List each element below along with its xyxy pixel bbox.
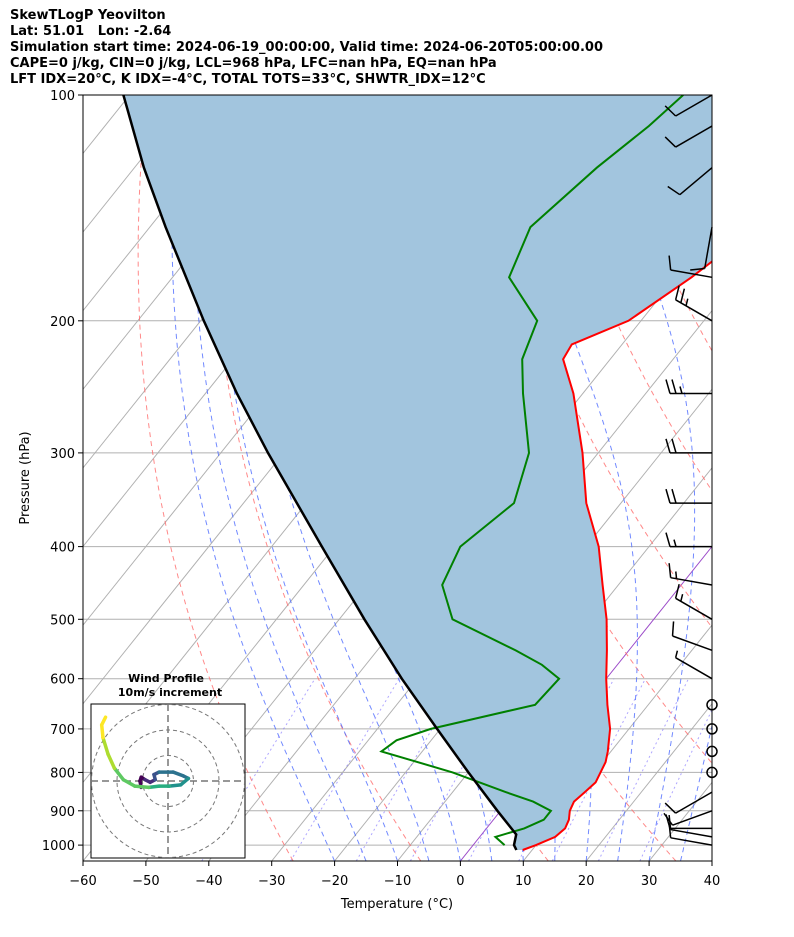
wind-barb	[665, 488, 712, 504]
x-tick-label: −30	[258, 874, 285, 889]
y-tick-label: 900	[50, 805, 75, 820]
wind-barb	[674, 583, 713, 620]
x-tick-label: −10	[384, 874, 411, 889]
hodograph-trace-segment	[106, 752, 117, 770]
moist-adiabat	[171, 95, 336, 861]
calm-wind-marker	[706, 699, 718, 711]
isotherm-line	[522, 624, 712, 861]
x-axis-label: Temperature (°C)	[340, 897, 453, 912]
moist-adiabat	[240, 95, 430, 861]
hodograph-subtitle: 10m/s increment	[118, 686, 222, 699]
y-tick-label: 500	[50, 613, 75, 628]
hodograph-trace-segment	[167, 783, 183, 788]
wind-barb	[665, 532, 712, 548]
moist-adiabat	[680, 723, 712, 861]
hodograph-trace-segment	[112, 766, 126, 782]
cape-area	[123, 95, 712, 850]
y-tick-label: 200	[50, 315, 75, 330]
wind-barb	[668, 255, 713, 279]
simulation-times: Simulation start time: 2024-06-19_00:00:…	[10, 40, 603, 55]
x-tick-label: 40	[704, 874, 721, 889]
hodograph-trace-segment	[121, 777, 137, 788]
x-tick-label: 20	[578, 874, 595, 889]
hodograph-trace-segment	[99, 723, 105, 740]
y-axis-label: Pressure (hPa)	[18, 431, 33, 524]
moist-adiabat	[215, 95, 398, 861]
wind-barb	[664, 94, 713, 117]
wind-barb	[671, 621, 713, 652]
calm-wind-marker	[706, 766, 718, 779]
hodograph-ring	[142, 755, 194, 807]
isotherm-line	[83, 95, 193, 233]
x-tick-label: 0	[456, 874, 464, 889]
wind-barb	[667, 167, 713, 196]
calm-wind-marker	[706, 723, 718, 735]
wind-barb	[664, 125, 713, 148]
wind-barb	[664, 791, 713, 814]
hodograph-ring	[91, 704, 245, 858]
profiles	[122, 95, 712, 851]
hodograph-trace-segment	[133, 784, 151, 790]
chart-title: SkewTLogP Yeovilton	[10, 8, 166, 23]
wind-barb	[665, 438, 712, 454]
hodograph-title: Wind Profile	[128, 672, 204, 685]
stability-parameters: CAPE=0 j/kg, CIN=0 j/kg, LCL=968 hPa, LF…	[10, 56, 497, 71]
isotherm-line	[83, 95, 256, 312]
chart-header: SkewTLogP Yeovilton Lat: 51.01 Lon: -2.6…	[10, 8, 603, 88]
x-tick-label: 10	[515, 874, 532, 889]
moist-adiabat	[192, 95, 367, 861]
isotherm-line	[334, 388, 712, 861]
x-tick-label: −60	[69, 874, 96, 889]
wind-barb	[674, 285, 713, 322]
moist-adiabat	[297, 95, 493, 861]
isotherm-line	[585, 702, 712, 861]
dewpoint-line	[379, 95, 684, 846]
hodograph	[91, 704, 245, 858]
stability-indices: LFT IDX=20°C, K IDX=-4°C, TOTAL TOTS=33°…	[10, 72, 486, 87]
hodograph-ring	[116, 729, 220, 833]
wind-barb	[690, 226, 713, 271]
x-tick-label: −20	[321, 874, 348, 889]
calm-wind-marker	[706, 745, 718, 758]
y-tick-label: 600	[50, 673, 75, 688]
y-tick-label: 300	[50, 447, 75, 462]
wind-barb	[674, 650, 713, 680]
parcel-line	[122, 95, 518, 851]
y-tick-label: 400	[50, 541, 75, 556]
y-tick-label: 700	[50, 723, 75, 738]
moist-adiabat	[502, 95, 638, 861]
station-coordinates: Lat: 51.01 Lon: -2.64	[10, 24, 172, 39]
dry-adiabat	[733, 95, 794, 861]
hodograph-trace-segment	[101, 735, 110, 756]
mixing-ratio-line	[551, 678, 646, 861]
temperature-line	[522, 260, 712, 851]
hodograph-trace-segment	[171, 770, 186, 778]
isotherm-line	[711, 860, 712, 861]
y-tick-label: 800	[50, 766, 75, 781]
mixing-ratio-line	[639, 708, 712, 861]
mixing-ratio-line	[597, 678, 689, 861]
wind-barb	[665, 814, 712, 830]
x-tick-label: −50	[132, 874, 159, 889]
wind-barbs	[663, 94, 718, 846]
y-axis: 1000 900 800 700 600 500 400 300 200 100	[42, 89, 83, 854]
hodograph-trace-segment	[99, 715, 108, 727]
wind-barb	[665, 379, 712, 395]
wind-barb	[663, 810, 713, 826]
mixing-ratio-line	[290, 678, 400, 861]
y-tick-label: 100	[50, 89, 75, 104]
x-tick-label: 30	[641, 874, 658, 889]
cape-shading	[123, 95, 712, 850]
moist-adiabat	[594, 95, 696, 861]
wind-barb	[668, 823, 713, 846]
y-tick-label: 1000	[42, 839, 75, 854]
wind-barb	[668, 563, 713, 586]
x-axis: −60 −50 −40 −30 −20 −10 0 10 20 30 40	[69, 861, 720, 889]
x-tick-label: −40	[195, 874, 222, 889]
